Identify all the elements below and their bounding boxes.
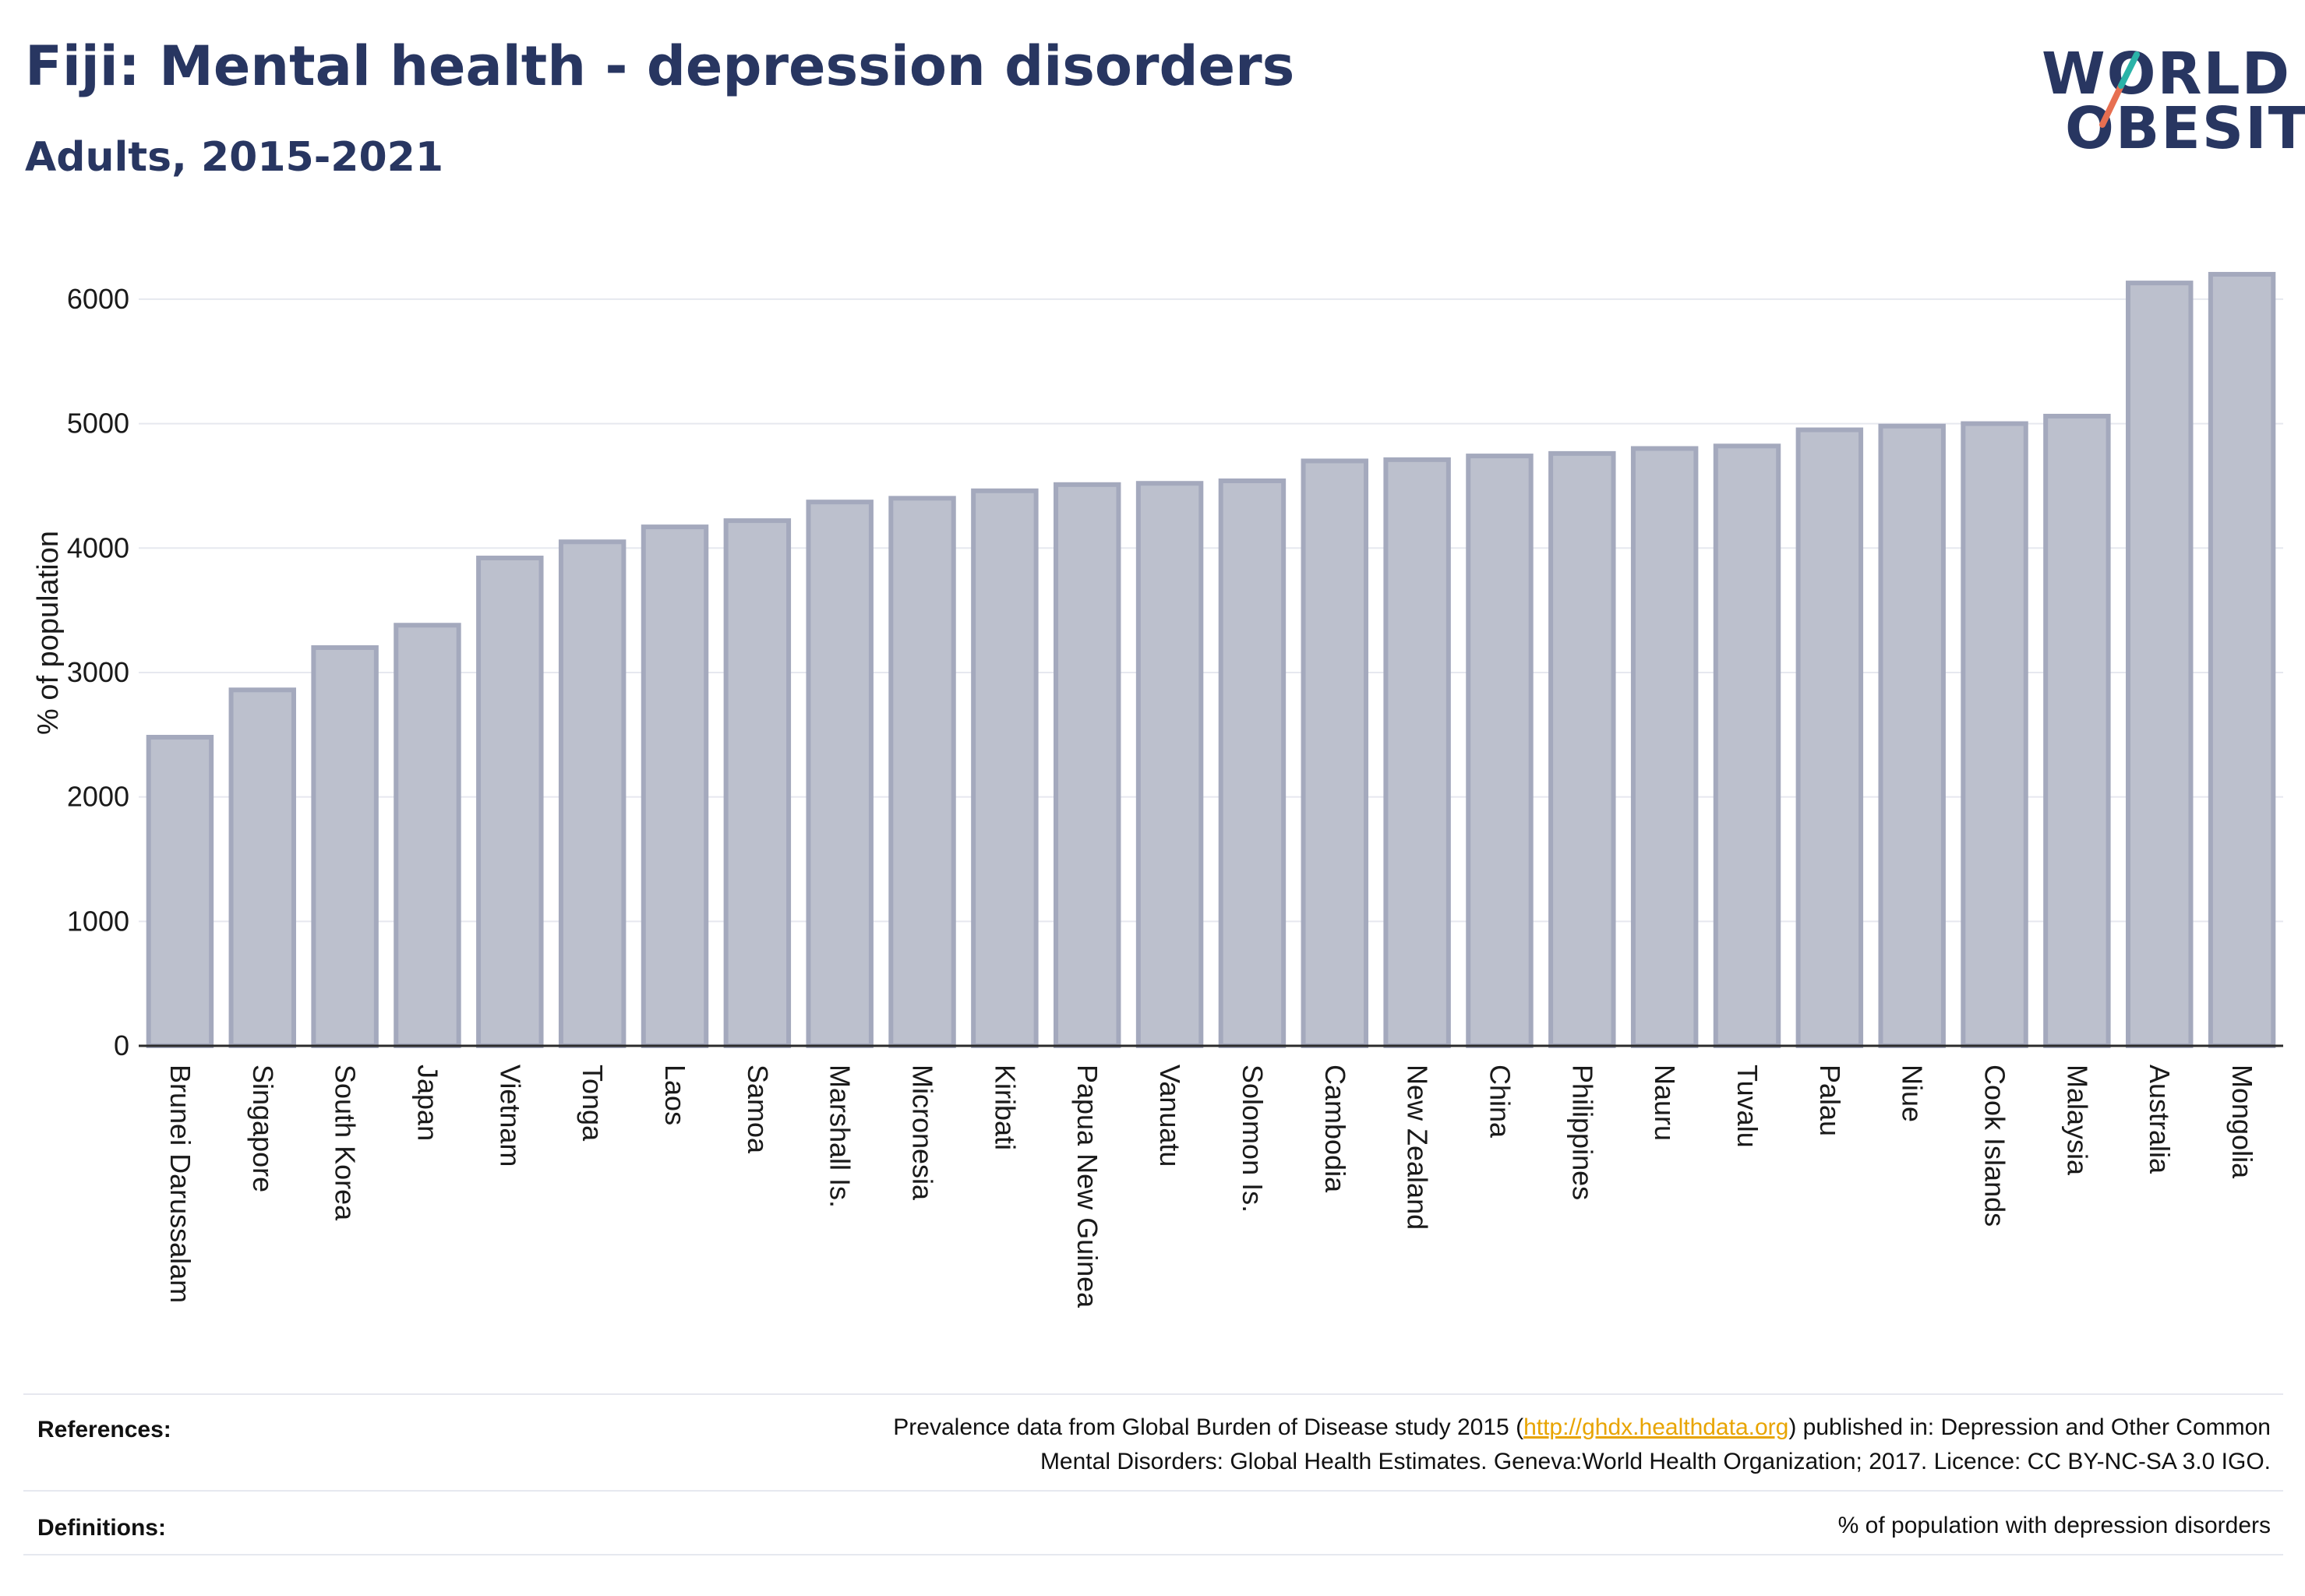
x-tick-label: Australia — [2144, 1065, 2176, 1174]
bar-cook-islands — [1961, 421, 2028, 1048]
y-tick-label: 4000 — [67, 531, 129, 563]
y-axis-label: % of population — [32, 531, 65, 735]
x-tick-label: Vanuatu — [1154, 1065, 1186, 1167]
definitions-label: Definitions: — [37, 1515, 166, 1541]
x-tick-label: Laos — [659, 1065, 691, 1125]
logo-text-line1: WORLD — [2042, 41, 2292, 108]
references-label: References: — [37, 1417, 171, 1442]
y-tick-label: 1000 — [67, 905, 129, 937]
x-tick-label: Cook Islands — [1979, 1065, 2011, 1227]
x-tick-label: Mongolia — [2226, 1065, 2258, 1179]
x-tick-label: Cambodia — [1319, 1065, 1351, 1193]
bar-malaysia — [2043, 413, 2111, 1048]
x-tick-label: Samoa — [742, 1065, 774, 1154]
x-tick-label: China — [1484, 1065, 1516, 1139]
bar-new-zealand — [1383, 457, 1451, 1048]
x-tick-label: South Korea — [330, 1065, 362, 1221]
page-title: Fiji: Mental health - depression disorde… — [25, 34, 1295, 98]
bar-nauru — [1630, 446, 1699, 1048]
bar-marshall-is- — [806, 500, 874, 1048]
bar-micronesia — [888, 496, 956, 1048]
bar-papua-new-guinea — [1054, 482, 1121, 1048]
bar-samoa — [723, 518, 792, 1048]
bar-laos — [641, 524, 709, 1048]
bar-tuvalu — [1713, 443, 1781, 1048]
y-tick-label: 6000 — [67, 283, 129, 315]
references-text-pre: Prevalence data from Global Burden of Di… — [893, 1414, 1524, 1440]
bar-palau — [1795, 427, 1864, 1048]
x-tick-label: Brunei Darussalam — [164, 1065, 196, 1303]
x-tick-label: Nauru — [1649, 1065, 1681, 1141]
y-tick-label: 0 — [114, 1029, 129, 1061]
x-tick-label: Malaysia — [2061, 1065, 2093, 1176]
world-obesity-logo: WORLD OBESITY — [2034, 23, 2305, 164]
x-tick-label: Palau — [1814, 1065, 1846, 1136]
bar-south-korea — [311, 645, 379, 1048]
bars — [146, 271, 2276, 1049]
footer-divider-middle — [23, 1490, 2283, 1492]
x-tick-label: Tuvalu — [1731, 1065, 1763, 1148]
bar-japan — [394, 623, 461, 1048]
x-tick-label: Niue — [1897, 1065, 1929, 1122]
x-tick-label: Singapore — [247, 1065, 279, 1192]
bar-vanuatu — [1135, 481, 1204, 1048]
definitions-text: % of population with depression disorder… — [1837, 1513, 2271, 1538]
bar-tonga — [558, 539, 627, 1048]
bar-niue — [1878, 423, 1946, 1048]
logo-slash-icon — [2099, 51, 2140, 128]
footer-divider-top — [23, 1393, 2283, 1395]
bar-philippines — [1548, 450, 1616, 1048]
x-tick-label: Micronesia — [907, 1065, 939, 1201]
references-text-line2: Mental Disorders: Global Health Estimate… — [1040, 1449, 2271, 1474]
x-tick-label: Japan — [411, 1065, 443, 1141]
x-tick-label: New Zealand — [1402, 1065, 1434, 1230]
footer-divider-bottom — [23, 1554, 2283, 1555]
bar-kiribati — [971, 488, 1039, 1048]
bar-brunei-darussalam — [146, 734, 214, 1048]
references-link[interactable]: http://ghdx.healthdata.org — [1523, 1414, 1789, 1440]
y-tick-label: 5000 — [67, 408, 129, 440]
references-text: Prevalence data from Global Burden of Di… — [893, 1411, 2271, 1479]
logo-text-line2: OBESITY — [2065, 95, 2305, 162]
y-tick-label: 2000 — [67, 781, 129, 813]
x-tick-label: Solomon Is. — [1237, 1065, 1269, 1213]
x-tick-label: Vietnam — [494, 1065, 526, 1167]
axes: 0 1000 2000 3000 4000 5000 6000 Brunei Darussal… — [67, 283, 2283, 1308]
x-tick-label: Marshall Is. — [824, 1065, 856, 1208]
bar-australia — [2126, 281, 2194, 1049]
bar-singapore — [228, 687, 296, 1048]
bar-solomon-is- — [1218, 478, 1287, 1048]
x-tick-label: Tonga — [577, 1065, 609, 1142]
references-text-post: ) published in: Depression and Other Com… — [1788, 1414, 2271, 1440]
x-tick-label: Philippines — [1566, 1065, 1598, 1200]
bar-china — [1466, 454, 1534, 1048]
bar-mongolia — [2208, 271, 2276, 1048]
x-tick-label: Papua New Guinea — [1071, 1065, 1103, 1308]
page-subtitle: Adults, 2015-2021 — [25, 134, 444, 181]
x-tick-label: Kiribati — [989, 1065, 1021, 1150]
bar-cambodia — [1301, 458, 1368, 1048]
y-tick-label: 3000 — [67, 656, 129, 688]
bar-vietnam — [476, 556, 544, 1048]
bar-chart: 0 1000 2000 3000 4000 5000 6000 Brunei Darussal… — [32, 271, 2283, 1308]
